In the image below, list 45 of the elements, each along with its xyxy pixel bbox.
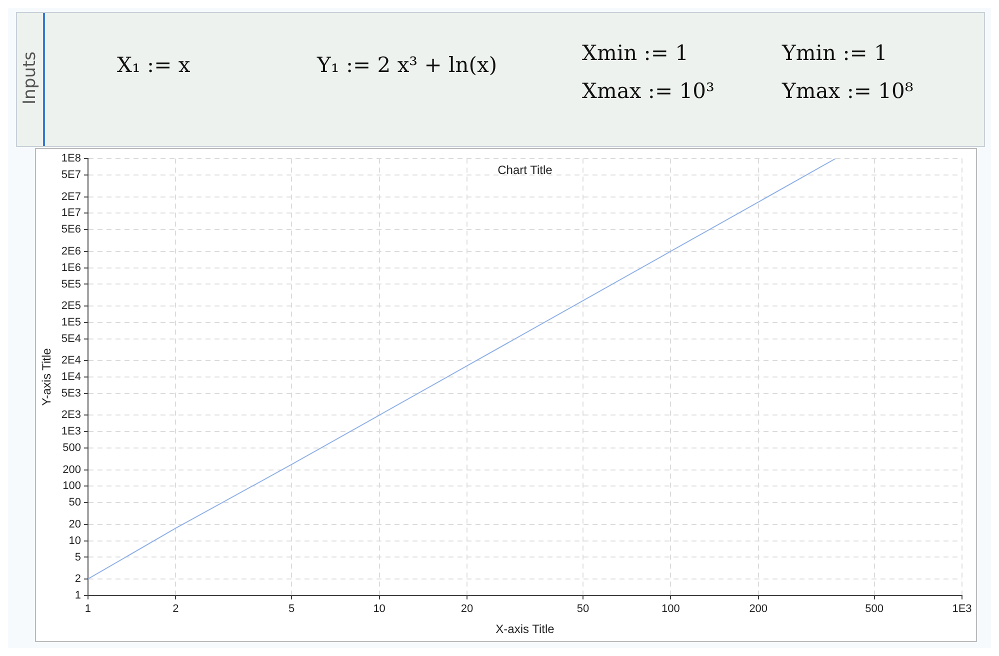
y-tick-label: 2E6 [61, 245, 81, 258]
y-tick-label: 2E4 [61, 354, 81, 367]
y-tick-label: 2E5 [61, 300, 81, 312]
text: Y₁ := 2 x³ + ln(x) [317, 53, 498, 77]
x-tick-label: 2 [172, 603, 179, 616]
y-tick-label: 1E5 [61, 316, 81, 328]
y-tick-label: 5E3 [61, 387, 81, 400]
y-tick-label: 5E4 [61, 332, 81, 345]
y-tick-label: 10 [68, 534, 81, 547]
y-tick-label: 1 [74, 589, 81, 602]
text: Xmax := 10³ [582, 79, 714, 103]
y-tick-label: 5E6 [61, 224, 81, 236]
y-tick-label: 2E3 [61, 409, 81, 422]
x-tick-label: 50 [576, 603, 590, 616]
y-tick-label: 5E7 [61, 169, 81, 182]
y-tick-label: 50 [68, 496, 81, 509]
x-tick-label: 1 [84, 603, 92, 616]
y-tick-label: 2E7 [61, 190, 81, 203]
y-tick-label: 1E4 [61, 371, 81, 384]
y-tick-label: 200 [62, 464, 81, 476]
text: Ymin := 1 [782, 41, 888, 65]
x-tick-label: 5 [288, 603, 295, 616]
text: Inputs [20, 50, 40, 106]
y-tick-label: 1E8 [61, 152, 81, 165]
x-tick-label: 500 [865, 603, 884, 616]
x-tick-label: 10 [373, 603, 386, 616]
text: X₁ := x [117, 53, 190, 77]
y-tick-label: 5E5 [61, 278, 81, 290]
y-tick-label: 1E7 [61, 207, 81, 220]
text: Xmin := 1 [582, 41, 688, 65]
x-tick-label: 200 [749, 603, 768, 616]
x-tick-label: 20 [460, 603, 474, 616]
y-tick-label: 2 [74, 572, 81, 585]
chart-title: Chart Title [498, 162, 553, 177]
y-tick-label: 1E3 [61, 426, 81, 438]
x-tick-label: 1E3 [952, 603, 972, 616]
x-tick-label: 100 [661, 603, 680, 616]
y-tick-label: 1E6 [61, 262, 81, 274]
y-axis-title: Y-axis Title [40, 348, 54, 406]
x-axis-title: X-axis Title [496, 622, 555, 636]
y-tick-label: 5 [74, 551, 81, 564]
y-tick-label: 20 [68, 518, 81, 530]
y-tick-label: 500 [62, 442, 81, 454]
y-tick-label: 100 [62, 480, 81, 492]
text: Ymax := 10⁸ [782, 79, 914, 103]
